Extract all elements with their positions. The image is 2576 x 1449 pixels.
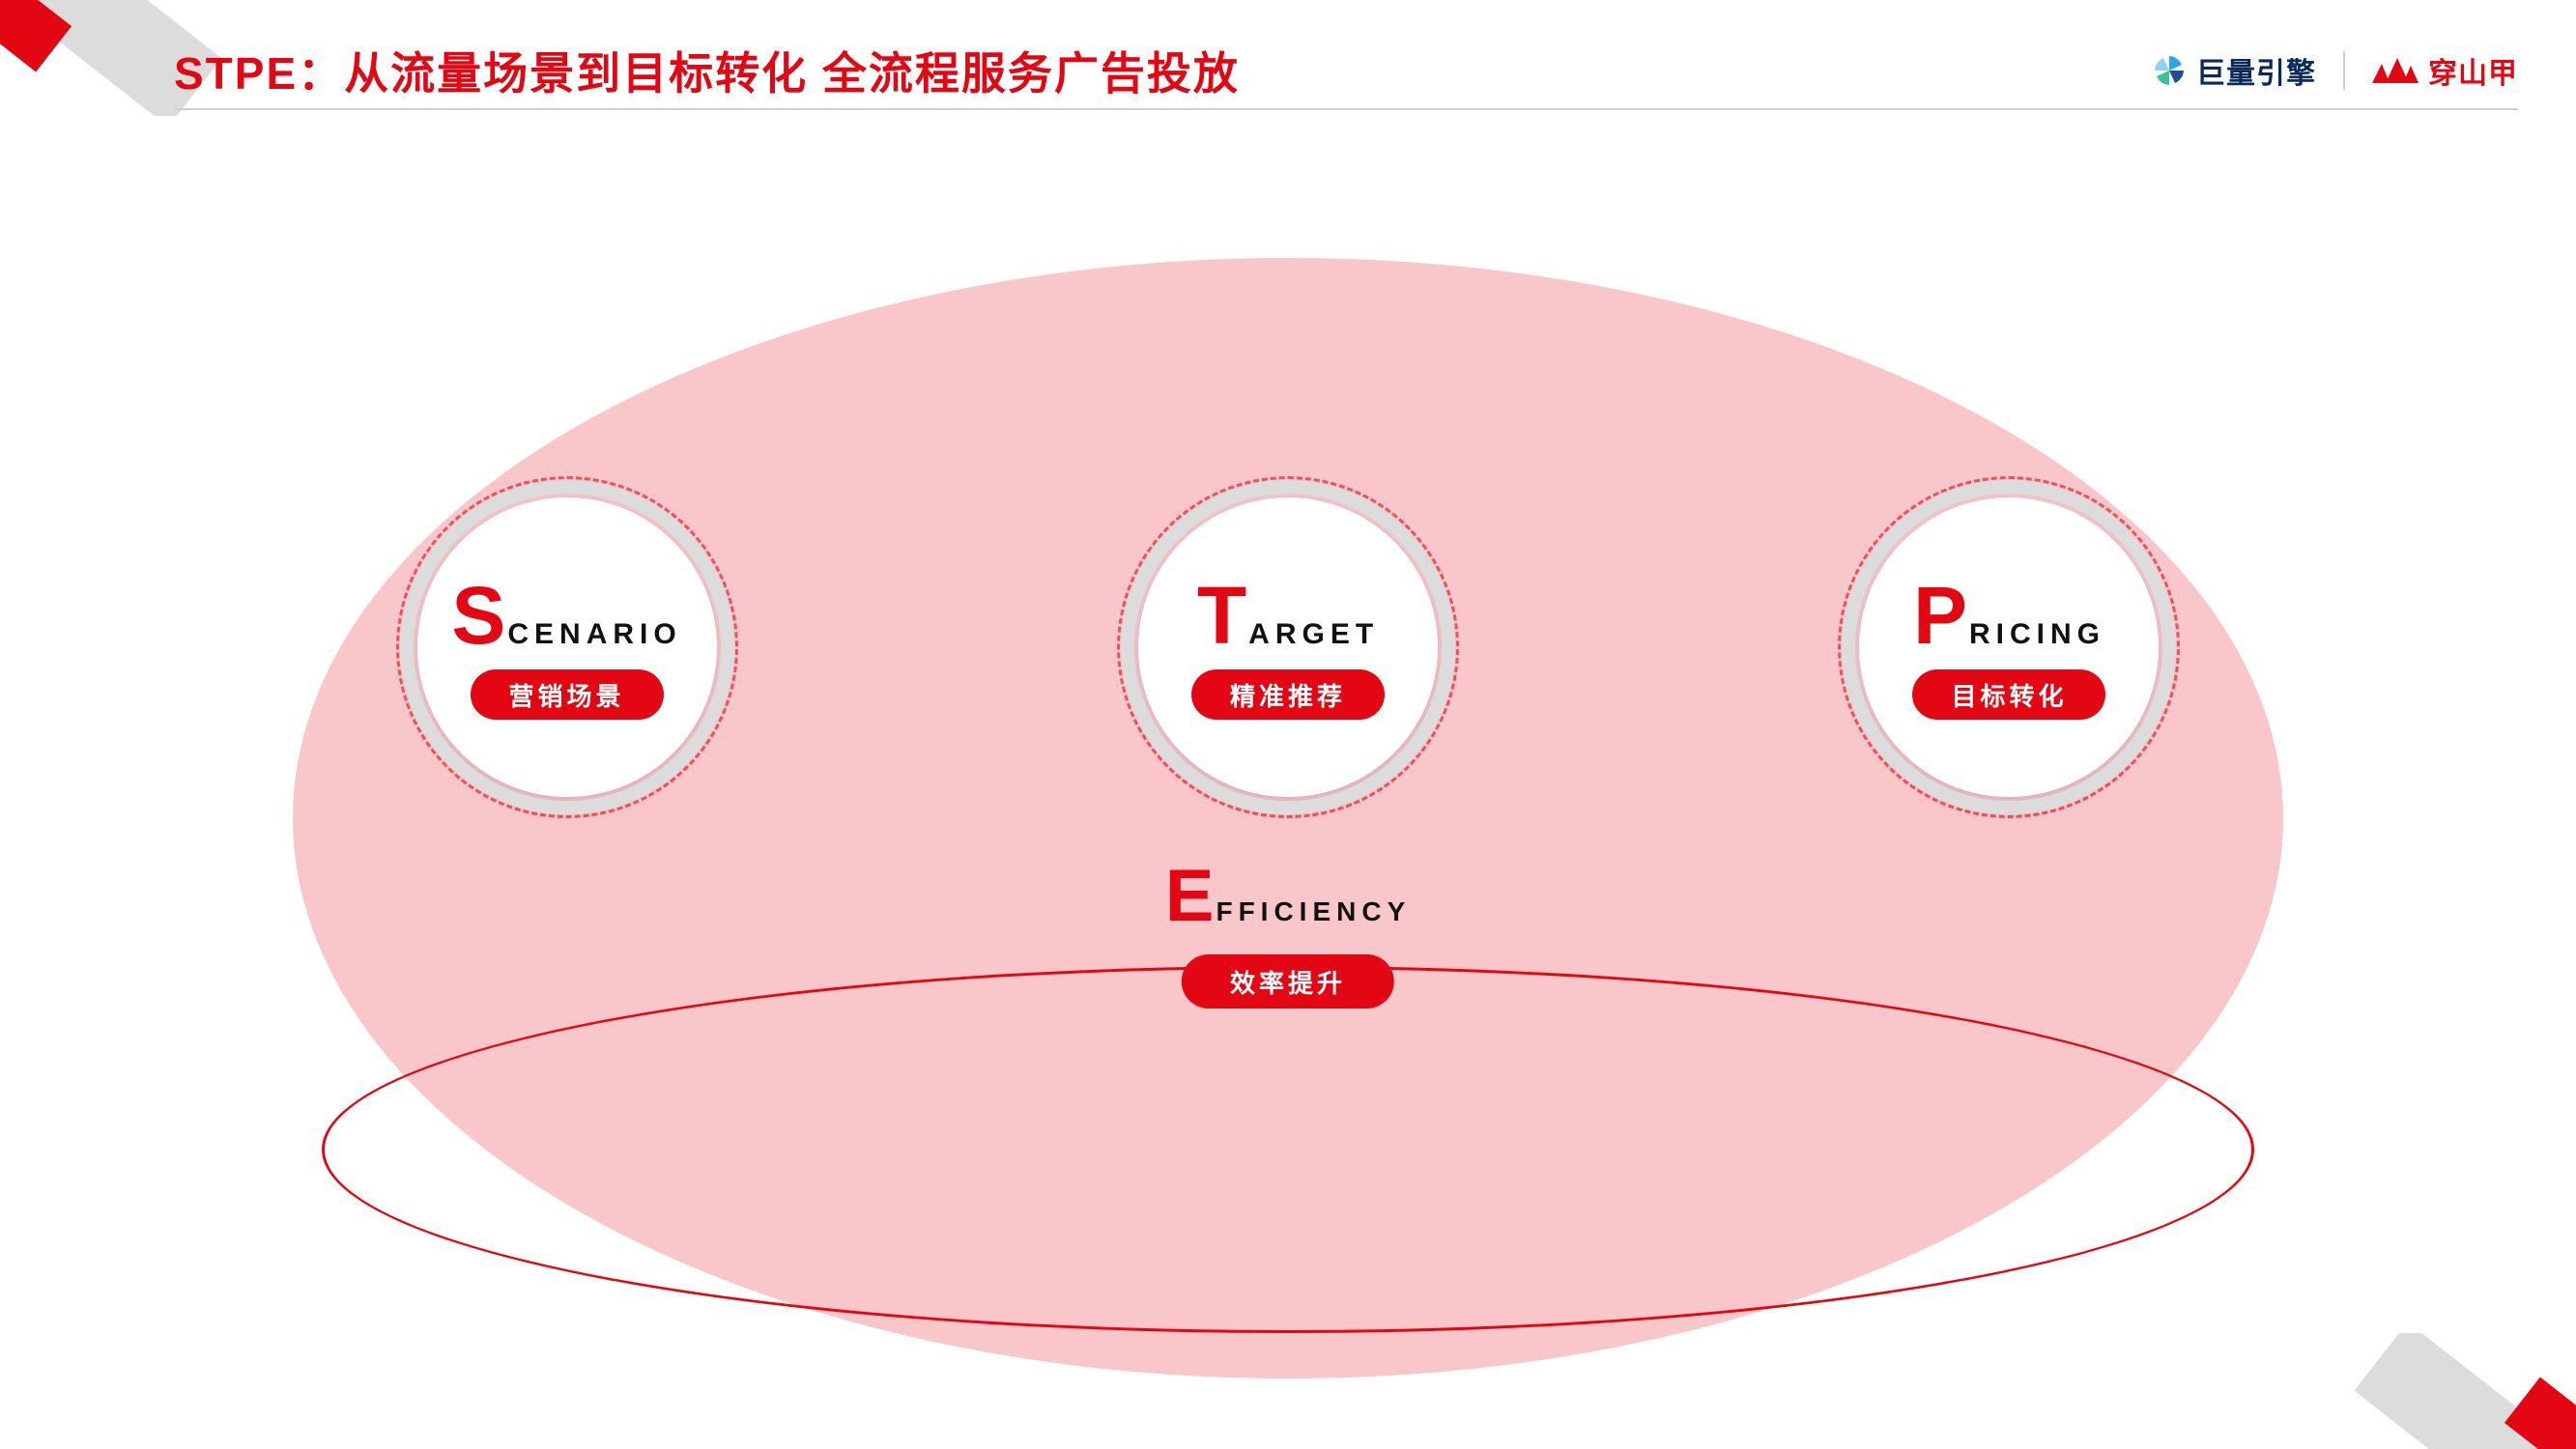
node-scenario: S CENARIO 营销场景 (417, 497, 717, 797)
node-circle: S CENARIO 营销场景 (417, 497, 717, 797)
node-efficiency: E FFICIENCY 效率提升 (1165, 860, 1411, 1009)
header-rule (174, 108, 2518, 110)
title-main: 从流量场景到目标转化 全流程服务广告投放 (344, 48, 1240, 99)
diagram-stage: S CENARIO 营销场景 T ARGET 精准推荐 (0, 135, 2576, 1449)
orbit-ring (322, 966, 2254, 1333)
node-big-letter: E (1165, 860, 1215, 933)
node-circle: P RICING 目标转化 (1859, 497, 2159, 797)
mountain-icon (2372, 56, 2419, 85)
logo2-text: 穿山甲 (2428, 49, 2518, 92)
node-label: E FFICIENCY (1165, 860, 1411, 933)
node-rest-label: FFICIENCY (1216, 896, 1411, 927)
node-ring-dash (396, 476, 738, 818)
node-ring-dash (1838, 476, 2180, 818)
title-prefix: STPE： (174, 48, 344, 99)
pinwheel-icon (2152, 53, 2187, 88)
node-pricing: P RICING 目标转化 (1859, 497, 2159, 797)
header: STPE：从流量场景到目标转化 全流程服务广告投放 巨量引擎 穿山 (174, 39, 2518, 102)
logo-separator (2343, 51, 2345, 90)
logo-group: 巨量引擎 穿山甲 (2152, 49, 2518, 92)
node-ring-dash (1117, 476, 1459, 818)
node-pill: 效率提升 (1182, 954, 1394, 1009)
page-title: STPE：从流量场景到目标转化 全流程服务广告投放 (174, 39, 1240, 102)
node-circle: T ARGET 精准推荐 (1138, 497, 1438, 797)
logo-ocean-engine: 巨量引擎 (2152, 49, 2316, 92)
node-target: T ARGET 精准推荐 (1138, 497, 1438, 797)
logo1-text: 巨量引擎 (2196, 49, 2316, 92)
logo-pangle: 穿山甲 (2372, 49, 2518, 92)
